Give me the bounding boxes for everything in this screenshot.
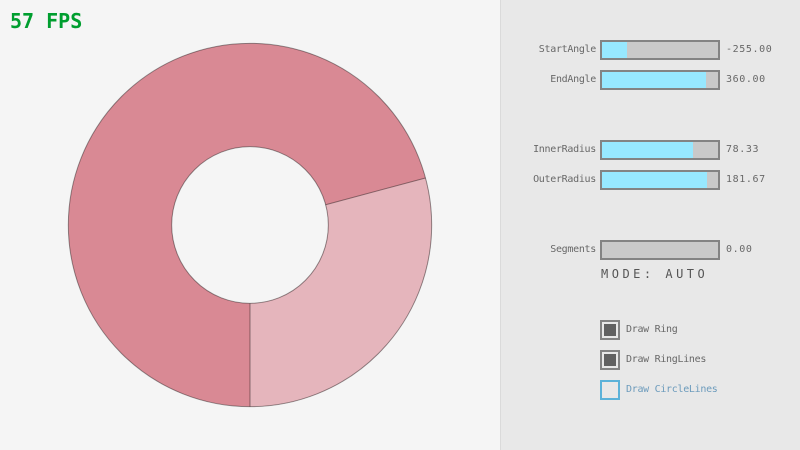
checkbox-row-draw-circlelines: Draw CircleLines	[501, 380, 800, 400]
segments-label: Segments	[550, 244, 596, 255]
draw-ringlines-checkbox[interactable]	[600, 350, 620, 370]
slider-row-segments: Segments 0.00	[501, 240, 800, 260]
inner-radius-sliderbar[interactable]	[600, 140, 720, 160]
inner-radius-value: 78.33	[726, 144, 760, 155]
fps-counter: 57 FPS	[10, 9, 83, 33]
start-angle-slider-fill	[602, 42, 628, 58]
draw-ring-checkbox[interactable]	[600, 320, 620, 340]
checkbox-row-draw-ringlines: Draw RingLines	[501, 350, 800, 370]
ring-radial-line-start	[325, 177, 426, 206]
outer-radius-slider-fill	[602, 172, 708, 188]
end-angle-slider-fill	[602, 72, 707, 88]
controls-panel: StartAngle -255.00 EndAngle 360.00 InnerRadi…	[500, 0, 800, 450]
start-angle-label: StartAngle	[538, 44, 597, 55]
draw-ringlines-checkmark	[604, 354, 616, 366]
checkbox-row-draw-ring: Draw Ring	[501, 320, 800, 340]
inner-radius-slider-fill	[602, 142, 693, 158]
slider-row-outer-radius: OuterRadius 181.67	[501, 170, 800, 190]
draw-ring-checkmark	[604, 324, 616, 336]
ring-sector-light	[250, 177, 432, 407]
draw-circlelines-label: Draw CircleLines	[626, 384, 718, 395]
slider-row-end-angle: EndAngle 360.00	[501, 70, 800, 90]
ring-inner-line	[171, 146, 329, 304]
draw-ringlines-label: Draw RingLines	[626, 354, 707, 365]
start-angle-sliderbar[interactable]	[600, 40, 720, 60]
outer-radius-value: 181.67	[726, 174, 766, 185]
outer-radius-label: OuterRadius	[533, 174, 596, 185]
ring-outer-line	[67, 42, 433, 408]
draw-ring-label: Draw Ring	[626, 324, 678, 335]
segments-value: 0.00	[726, 244, 753, 255]
start-angle-value: -255.00	[726, 44, 773, 55]
draw-circlelines-checkbox[interactable]	[600, 380, 620, 400]
slider-row-inner-radius: InnerRadius 78.33	[501, 140, 800, 160]
end-angle-value: 360.00	[726, 74, 766, 85]
end-angle-label: EndAngle	[550, 74, 596, 85]
end-angle-sliderbar[interactable]	[600, 70, 720, 90]
inner-radius-label: InnerRadius	[533, 144, 596, 155]
outer-radius-sliderbar[interactable]	[600, 170, 720, 190]
mode-label: MODE: AUTO	[601, 267, 709, 281]
segments-sliderbar[interactable]	[600, 240, 720, 260]
slider-row-start-angle: StartAngle -255.00	[501, 40, 800, 60]
